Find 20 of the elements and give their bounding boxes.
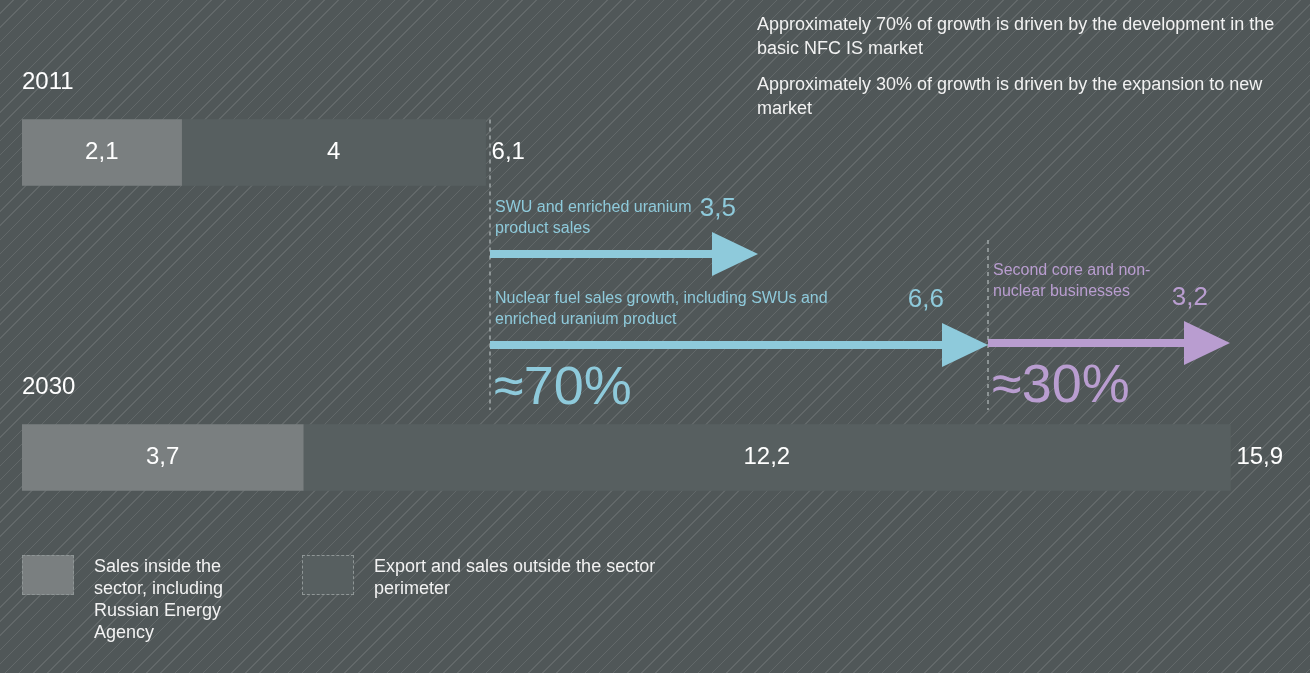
legend-label: Sales inside the sector, including Russian Energy Agency xyxy=(94,555,225,643)
data-label: 4 xyxy=(326,137,341,165)
annotation: 6,6 xyxy=(907,283,944,314)
total-label: 15,9 xyxy=(1236,442,1284,470)
y-tick-label: 2011 xyxy=(22,67,74,95)
annotation: ≈30% xyxy=(992,353,1130,413)
data-label: 3,7 xyxy=(145,442,180,470)
total-label: 6,1 xyxy=(491,137,525,165)
annotation: Second core and non-nuclear businesses xyxy=(993,260,1152,301)
y-tick-label: 2030 xyxy=(22,372,76,400)
data-label: 12,2 xyxy=(743,442,791,470)
annotation: 3,2 xyxy=(1171,281,1208,312)
annotation: Approximately 70% of growth is driven by the development in the basic NFC IS market xyxy=(757,13,1276,60)
annotation: ≈70% xyxy=(494,355,632,415)
annotation: Nuclear fuel sales growth, including SWUs and enriched uranium product xyxy=(495,288,829,329)
annotation: 3,5 xyxy=(699,192,736,223)
data-label: 2,1 xyxy=(85,137,119,165)
annotation: Approximately 30% of growth is driven by the expansion to new market xyxy=(757,73,1264,120)
legend-label: Export and sales outside the sector perimeter xyxy=(374,555,657,599)
annotation: SWU and enriched uranium product sales xyxy=(495,197,693,238)
